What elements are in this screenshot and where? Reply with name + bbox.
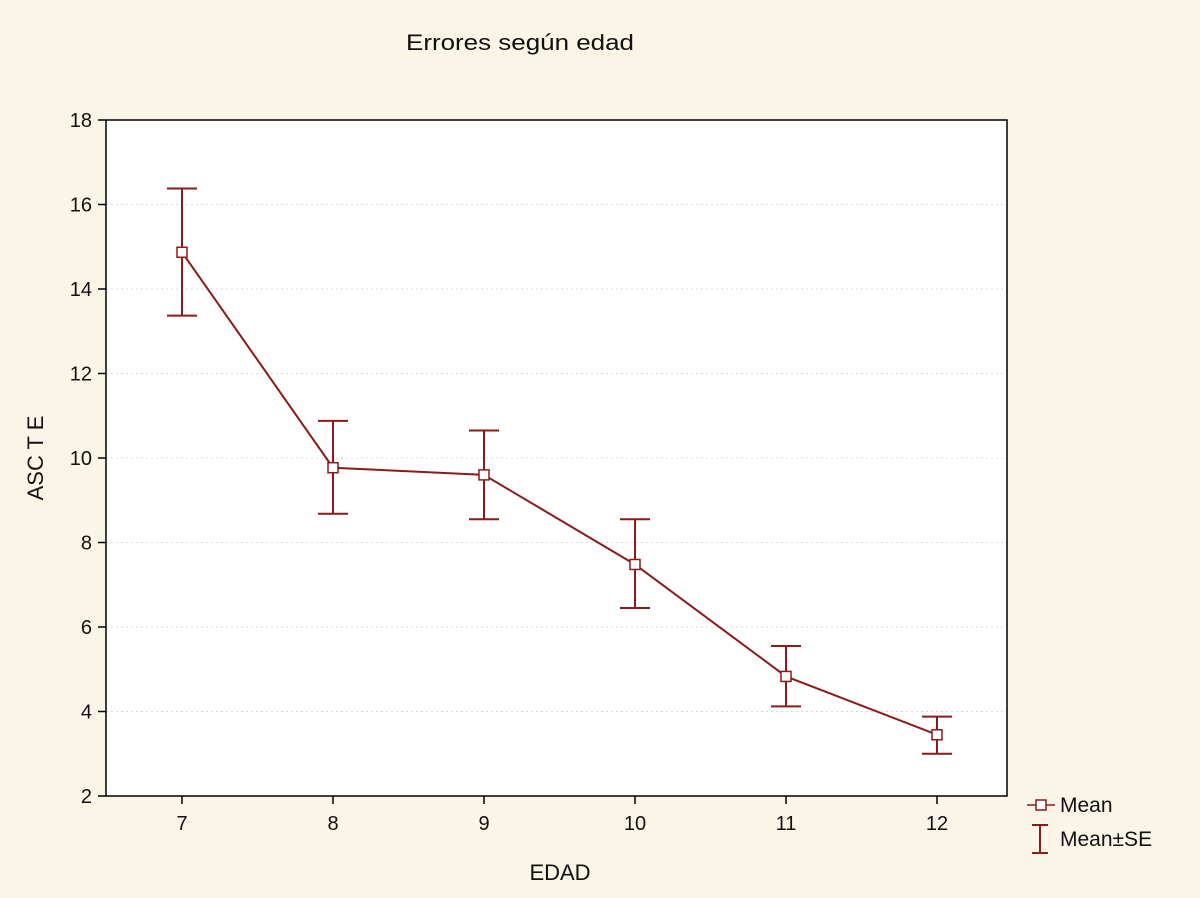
y-tick-label: 2 [81, 786, 92, 808]
mean-markers [176, 246, 943, 741]
y-tick-label: 16 [70, 195, 92, 217]
y-axis-label: ASC T E [23, 416, 48, 501]
y-tick-label: 4 [81, 702, 92, 724]
x-tick-label: 11 [776, 813, 797, 835]
y-tick-label: 12 [70, 364, 92, 386]
chart-title: Errores según edad [406, 30, 634, 55]
x-tick-label: 9 [478, 813, 489, 835]
legend-label-mean: Mean [1060, 794, 1113, 817]
axis-ticks [98, 119, 938, 804]
mean-marker [327, 461, 339, 474]
y-tick-label: 8 [81, 533, 92, 555]
y-tick-label: 14 [70, 279, 92, 301]
x-axis-label: EDAD [529, 860, 590, 885]
mean-marker [176, 246, 188, 258]
error-bars [167, 187, 952, 755]
y-tick-label: 6 [81, 617, 92, 639]
legend-label-mean-se: Mean±SE [1060, 828, 1152, 851]
grid-lines [106, 204, 1007, 712]
mean-marker [931, 728, 943, 741]
x-tick-label: 8 [327, 813, 338, 835]
mean-marker [780, 670, 792, 683]
mean-marker [629, 558, 641, 571]
legend-mean-marker [1035, 799, 1047, 811]
x-tick-labels: 7 8 9 10 11 12 [176, 813, 948, 835]
x-tick-label: 10 [624, 813, 646, 835]
mean-marker [478, 469, 490, 481]
y-tick-label: 18 [70, 110, 92, 132]
legend: Mean Mean±SE [1027, 794, 1152, 854]
y-tick-labels: 2 4 6 8 10 12 14 16 18 [70, 110, 92, 808]
y-tick-label: 10 [70, 448, 92, 470]
series-line-mean [181, 251, 938, 736]
x-tick-label: 7 [176, 813, 187, 835]
x-tick-label: 12 [926, 813, 948, 835]
